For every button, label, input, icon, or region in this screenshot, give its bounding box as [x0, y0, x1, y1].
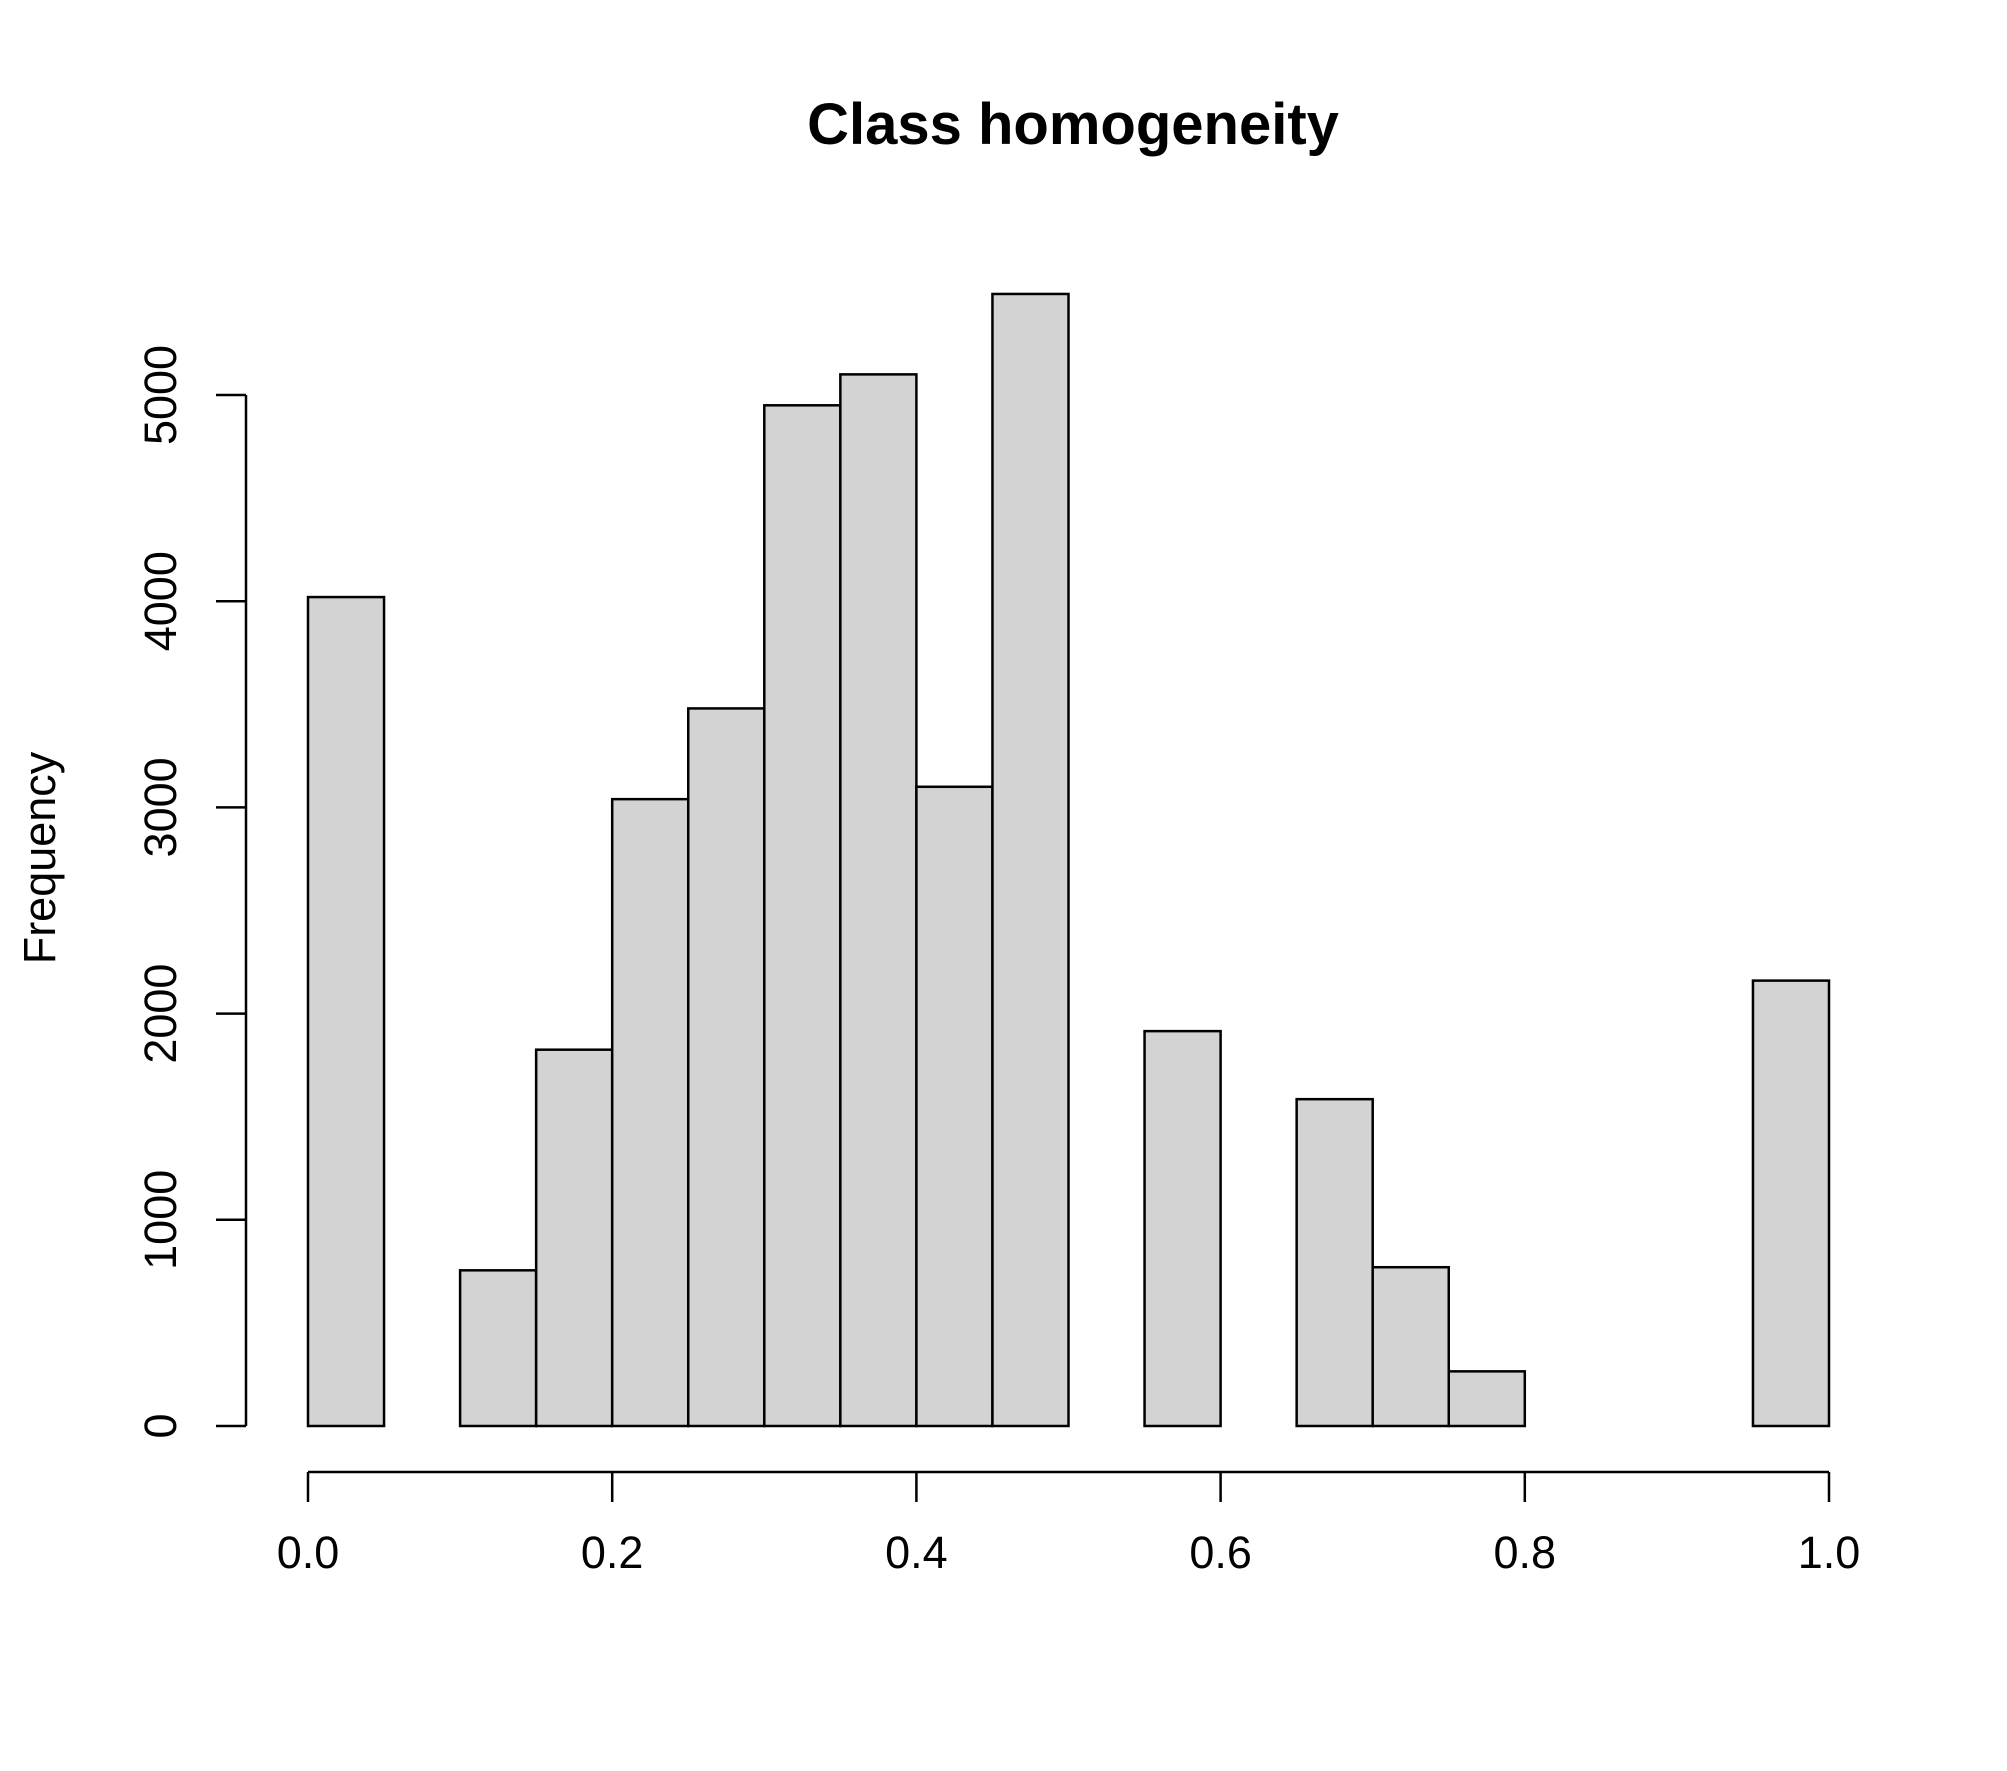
histogram-bar-7: [839, 373, 918, 1428]
histogram-bar-15: [1447, 1370, 1527, 1428]
histogram-bar-14: [1371, 1265, 1450, 1428]
histogram-bar-8: [915, 785, 994, 1428]
y-tick-label-0: 0: [135, 1413, 186, 1438]
x-tick-label-0: 0.0: [277, 1527, 340, 1578]
x-tick-label-1: 0.2: [581, 1527, 644, 1578]
x-tick-label-5: 1.0: [1798, 1527, 1861, 1578]
histogram-bar-2: [458, 1269, 538, 1428]
histogram-bar-9: [991, 292, 1070, 1428]
y-tick-label-1: 1000: [135, 1170, 186, 1270]
histogram-bar-4: [610, 797, 690, 1428]
x-tick-label-4: 0.8: [1494, 1527, 1557, 1578]
histogram-bar-3: [534, 1048, 614, 1428]
x-tick-label-3: 0.6: [1189, 1527, 1252, 1578]
histogram-bar-19: [1751, 979, 1831, 1428]
histogram-bar-11: [1143, 1029, 1222, 1428]
y-tick-label-2: 2000: [135, 964, 186, 1064]
y-tick-label-5: 5000: [135, 345, 186, 445]
histogram-bar-5: [687, 707, 766, 1428]
x-axis: 0.0 0.2 0.4 0.6 0.8 1.0: [277, 1470, 1861, 1578]
bars-group: [306, 292, 1831, 1428]
histogram-bar-6: [763, 404, 842, 1428]
histogram-bar-13: [1295, 1097, 1374, 1428]
x-tick-label-2: 0.4: [885, 1527, 948, 1578]
y-axis-label: Frequency: [14, 751, 65, 964]
chart-title: Class homogeneity: [807, 92, 1339, 157]
y-axis: 0 1000 2000 3000 4000 5000: [135, 345, 248, 1439]
y-tick-label-4: 4000: [135, 551, 186, 651]
histogram-bar-0: [306, 595, 386, 1428]
y-tick-label-3: 3000: [135, 757, 186, 857]
